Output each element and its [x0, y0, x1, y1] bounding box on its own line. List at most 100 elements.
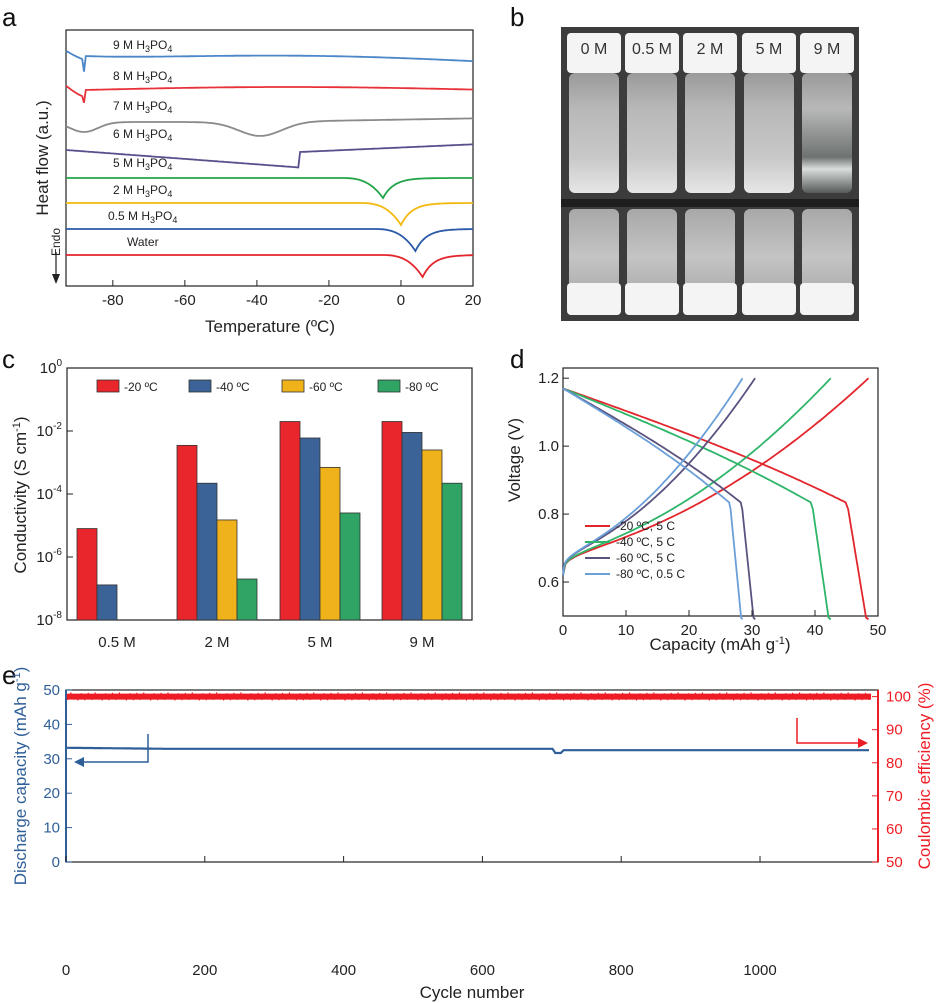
- legend-swatch-3: [377, 379, 401, 393]
- chart-c-ylabel-main: Conductivity (S cm: [11, 432, 30, 574]
- chart-e-ytick-right-label-2: 70: [886, 788, 903, 805]
- chart-e-xtick-label-4: 800: [609, 962, 634, 979]
- legend-swatch-2: [281, 379, 305, 393]
- legend-swatch-0: [96, 379, 120, 393]
- chart-d-xtick-label-2: 20: [681, 622, 698, 639]
- bar-1-3: [236, 578, 258, 621]
- chart-e-xlabel: Cycle number: [420, 983, 525, 1002]
- chart-e-xtick-label-0: 0: [62, 962, 70, 979]
- chart-c-ytick-label-4: 100: [40, 358, 63, 377]
- vial-bottom-3: [744, 209, 794, 289]
- legend-swatch-1: [188, 379, 212, 393]
- vial-cap-top-2: [683, 33, 737, 73]
- chart-a-xtick-label-4: 0: [397, 292, 405, 309]
- chart-c-ylabel-sup: -1: [11, 422, 23, 432]
- vial-top-3: [744, 73, 794, 193]
- chart-d-xlabel: Capacity (mAh g-1): [649, 635, 790, 654]
- chart-d-xlabel-tail: ): [785, 635, 791, 654]
- dsc-curve-label-5: 2 M H3PO4: [113, 183, 172, 199]
- chart-a-ylabel: Heat flow (a.u.): [33, 100, 52, 215]
- photo-shelf: [561, 199, 859, 207]
- bar-2-3: [339, 512, 361, 621]
- vial-label-0: 0 M: [580, 41, 608, 58]
- dsc-curve-label-0: 9 M H3PO4: [113, 38, 172, 54]
- chart-d-xtick-label-0: 0: [559, 622, 567, 639]
- chart-e: 0 200 400 600 800 1000 0 10 20 30 40 50 50 60 70 80 90 10…: [11, 667, 934, 1002]
- chart-d-ytick-label-2: 1.0: [538, 438, 559, 455]
- vial-bottom-0: [569, 209, 619, 289]
- chart-c-category-2: 5 M: [307, 634, 332, 651]
- chart-a-xtick-label-2: -40: [246, 292, 268, 309]
- panel-label-e: e: [2, 660, 16, 690]
- bar-1-1: [196, 482, 218, 621]
- chart-c-ylabel: Conductivity (S cm-1): [11, 416, 30, 573]
- dsc-curve-1: [65, 85, 474, 104]
- vial-cap-bottom-0: [567, 283, 621, 315]
- chart-e-frame: [65, 689, 879, 863]
- chart-d-legend-label-3: -80 ºC, 0.5 C: [616, 567, 685, 581]
- chart-c-ytick-label-0: 10-8: [36, 610, 62, 629]
- vial-label-2: 2 M: [696, 41, 724, 58]
- chart-c-ytick-label-2: 10-4: [36, 484, 62, 503]
- vial-top-4: [802, 73, 852, 193]
- legend-label-1: -40 ºC: [216, 380, 250, 394]
- chart-d-xlabel-main: Capacity (mAh g: [649, 635, 775, 654]
- chart-c-category-3: 9 M: [409, 634, 434, 651]
- vial-cap-top-1: [625, 33, 679, 73]
- dsc-curve-7: [66, 254, 473, 279]
- chart-d-xtick-label-3: 30: [744, 622, 761, 639]
- dsc-curve-label-4: 5 M H3PO4: [113, 156, 172, 172]
- chart-c-ytick-label-3: 10-2: [36, 421, 62, 440]
- chart-a-xtick-label-0: -80: [102, 292, 124, 309]
- chart-e-ytick-right-label-5: 100: [886, 689, 911, 706]
- bar-1-0: [176, 444, 198, 621]
- vial-cap-bottom-2: [683, 283, 737, 315]
- chart-e-ytick-left-label-5: 50: [43, 682, 60, 699]
- endo-arrow-head: [52, 274, 60, 284]
- chart-d-ytick-label-3: 1.2: [538, 370, 559, 387]
- chart-c: 0.5 M 2 M 5 M 9 M 10-8 10-6 10-4 10-2 100 -20 ºC…: [11, 358, 473, 651]
- dsc-curve-label-3: 6 M H3PO4: [113, 127, 172, 143]
- dsc-curve-3: [65, 143, 474, 169]
- chart-a-xtick-label-5: 20: [465, 292, 482, 309]
- chart-d-ylabel: Voltage (V): [505, 418, 524, 502]
- chart-e-ylabel-left-tail: ): [11, 667, 30, 673]
- charge-curve-0: [562, 377, 870, 576]
- dsc-curve-label-2: 7 M H3PO4: [113, 99, 172, 115]
- chart-e-ytick-left-label-4: 40: [43, 716, 60, 733]
- efficiency-trace: [67, 693, 872, 700]
- discharge-curve-0: [562, 387, 870, 621]
- chart-c-ylabel-tail: ): [11, 416, 30, 422]
- discharge-curve-2: [562, 387, 756, 620]
- vial-cap-bottom-1: [625, 283, 679, 315]
- panel-label-a: a: [2, 2, 17, 32]
- chart-a: 9 M H3PO4 8 M H3PO4 7 M H3PO4 6 M H3PO4 5 M …: [33, 29, 482, 336]
- vial-cap-top-4: [800, 33, 854, 73]
- arrow-right-axis: [796, 718, 862, 744]
- chart-a-frame: [65, 29, 474, 287]
- vial-bottom-2: [685, 209, 735, 289]
- chart-d-legend-label-1: -40 ºC, 5 C: [616, 535, 675, 549]
- chart-e-ylabel-right: Coulombic efficiency (%): [915, 683, 934, 870]
- chart-d-xlabel-sup: -1: [775, 635, 785, 647]
- dsc-curve-label-7: Water: [127, 235, 159, 249]
- bar-3-2: [421, 449, 443, 621]
- chart-e-ylabel-left-main: Discharge capacity (mAh g: [11, 682, 30, 885]
- chart-e-ytick-right-label-4: 90: [886, 722, 903, 739]
- vial-bottom-1: [627, 209, 677, 289]
- discharge-curve-3: [562, 387, 744, 620]
- vial-cap-bottom-3: [742, 283, 796, 315]
- chart-a-xtick-label-3: -20: [318, 292, 340, 309]
- dsc-curve-5: [66, 202, 473, 227]
- chart-c-category-1: 2 M: [204, 634, 229, 651]
- chart-a-endo-label: Endo: [49, 228, 63, 256]
- vial-top-1: [627, 73, 677, 193]
- vial-cap-top-3: [742, 33, 796, 73]
- chart-e-ytick-right-label-3: 80: [886, 755, 903, 772]
- legend-label-3: -80 ºC: [405, 380, 439, 394]
- chart-e-ytick-right-label-1: 60: [886, 821, 903, 838]
- bar-1-2: [216, 519, 238, 621]
- chart-d-legend-label-2: -60 ºC, 5 C: [616, 551, 675, 565]
- vial-top-2: [685, 73, 735, 193]
- chart-e-xtick-label-1: 200: [192, 962, 217, 979]
